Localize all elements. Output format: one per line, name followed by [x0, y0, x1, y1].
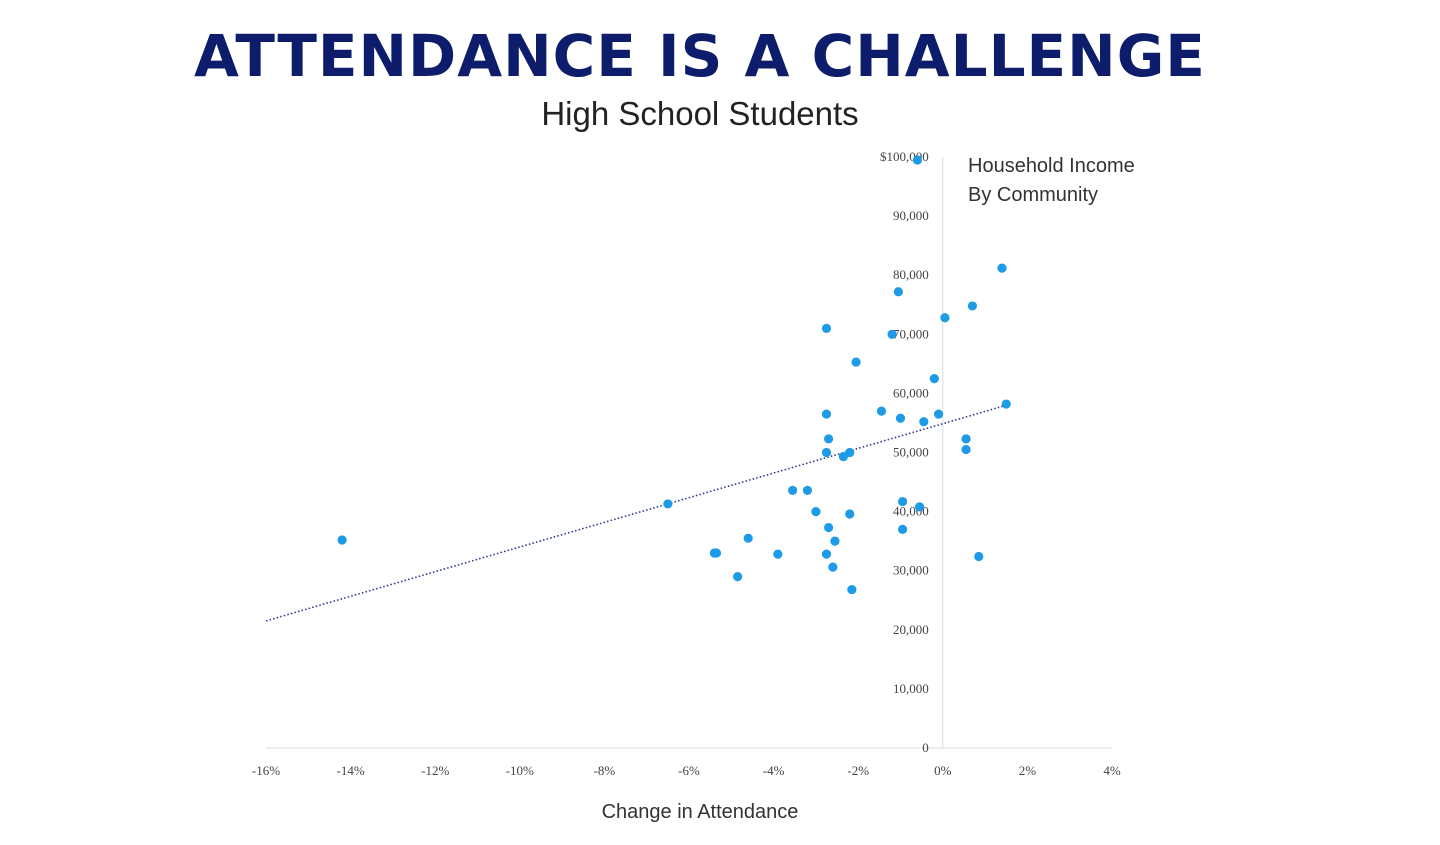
data-point — [811, 507, 821, 517]
y-tick-label: 90,000 — [893, 208, 929, 223]
x-tick-label: -4% — [763, 763, 785, 778]
data-point — [733, 572, 743, 582]
x-tick-label: -12% — [421, 763, 449, 778]
data-point — [851, 357, 861, 367]
data-point — [788, 485, 798, 495]
y-tick-label: 60,000 — [893, 385, 929, 400]
data-point — [997, 263, 1007, 273]
data-point — [845, 509, 855, 519]
data-point — [967, 301, 978, 311]
annotation-line-1: Household Income — [968, 155, 1135, 177]
x-axis-title: Change in Attendance — [602, 801, 799, 823]
annotation-line-2: By Community — [968, 184, 1098, 206]
data-point — [845, 447, 855, 458]
data-point — [961, 434, 971, 444]
trendline-group — [265, 404, 1007, 622]
x-tick-label: -10% — [506, 763, 534, 778]
x-tick-label: -8% — [594, 763, 616, 778]
y-tick-label: 80,000 — [893, 267, 929, 282]
data-point — [802, 485, 813, 495]
x-tick-label: 2% — [1019, 763, 1037, 778]
data-point — [743, 533, 753, 543]
y-tick-label: 70,000 — [893, 326, 929, 341]
data-point — [940, 313, 950, 323]
x-tick-label: -2% — [847, 763, 869, 778]
data-point — [337, 535, 347, 545]
data-point — [823, 434, 834, 444]
data-point — [961, 444, 971, 455]
y-tick-label: 20,000 — [893, 622, 929, 637]
data-point — [1001, 399, 1011, 409]
data-point — [821, 447, 832, 458]
x-tick-label: -14% — [337, 763, 365, 778]
data-point — [821, 323, 832, 333]
data-point — [823, 522, 834, 533]
chart-labels: Household Income By Community Change in … — [602, 155, 1135, 823]
data-point — [887, 329, 897, 339]
chart-subtitle: High School Students — [541, 95, 859, 132]
data-point — [912, 155, 923, 165]
data-point — [830, 536, 840, 546]
data-point — [876, 406, 887, 416]
x-tick-label: 0% — [934, 763, 952, 778]
data-point — [847, 585, 857, 595]
data-point — [919, 417, 929, 427]
data-point — [773, 549, 783, 559]
chart-title: ATTENDANCE IS A CHALLENGE — [194, 22, 1206, 90]
data-point — [929, 374, 939, 384]
x-tick-label: -6% — [678, 763, 700, 778]
data-point — [663, 499, 673, 509]
data-point — [898, 524, 908, 534]
y-tick-label: 50,000 — [893, 445, 929, 460]
data-points — [337, 155, 1011, 595]
y-tick-label: 0 — [922, 740, 929, 755]
data-point — [914, 502, 925, 512]
data-point — [933, 409, 944, 419]
data-point — [711, 548, 722, 558]
x-tick-label: -16% — [252, 763, 280, 778]
chart-axes: -16% -14% -12% -10% -8% -6% -4% -2% 0% 2% 4% 0 10,00… — [252, 149, 1121, 778]
data-point — [821, 409, 832, 419]
trendline — [265, 404, 1007, 622]
y-tick-label: 30,000 — [893, 563, 929, 578]
data-point — [893, 287, 903, 297]
data-point — [974, 551, 984, 562]
y-tick-label: 10,000 — [893, 681, 929, 696]
data-point — [821, 549, 832, 559]
data-point — [898, 496, 908, 507]
data-point — [895, 413, 906, 423]
data-point — [828, 562, 838, 572]
x-tick-label: 4% — [1103, 763, 1121, 778]
